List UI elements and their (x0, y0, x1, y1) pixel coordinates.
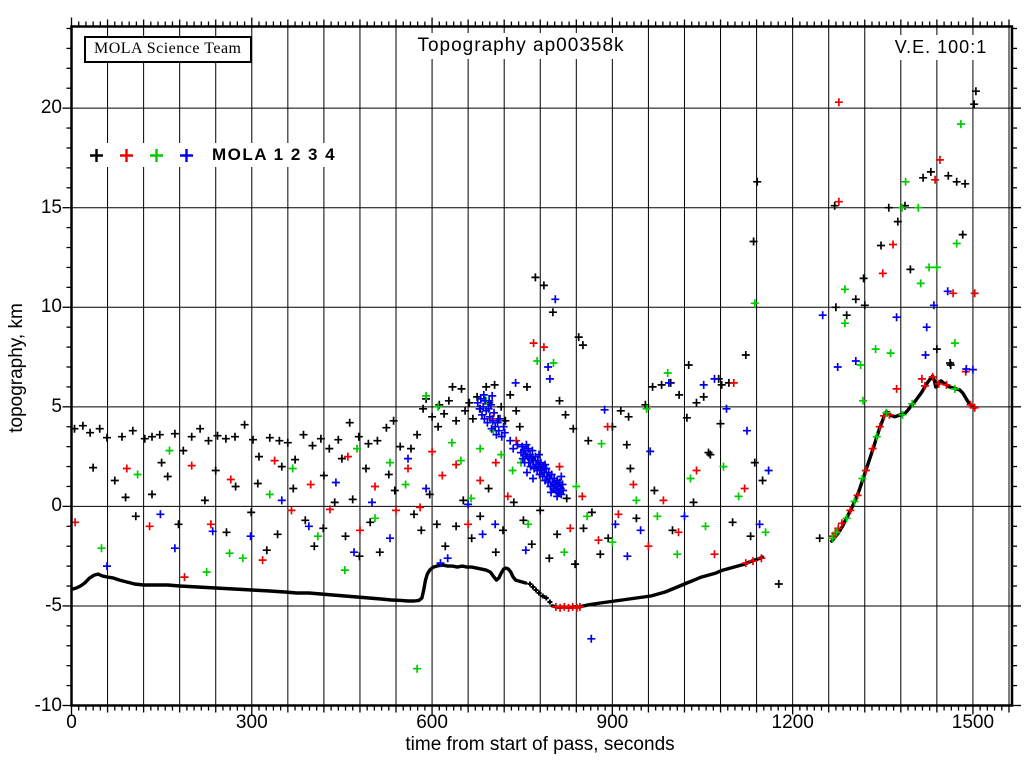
axis-ticks (62, 17, 1021, 715)
legend-label: MOLA 1 2 3 4 (212, 145, 337, 164)
legend-plus-icon (90, 148, 103, 162)
x-tick-label: 300 (235, 711, 268, 733)
y-tick-label: 10 (40, 296, 62, 318)
scatter-points-black (70, 87, 980, 588)
x-tick-label: 900 (596, 711, 629, 733)
legend-plus-icon (120, 148, 133, 162)
y-tick-label: 5 (51, 395, 62, 417)
y-tick-label: 20 (40, 97, 62, 119)
x-tick-label: 600 (416, 711, 448, 733)
y-tick-label: -5 (45, 594, 62, 616)
mola-science-team-box: MOLA Science Team (84, 36, 252, 63)
gridlines (71, 26, 1012, 706)
scatter-points-green (97, 120, 965, 673)
legend-plus-markers (88, 147, 208, 164)
chart-title: Topography ap00358k (407, 33, 635, 59)
x-tick-label: 1500 (951, 711, 995, 733)
x-tick-label: 1200 (771, 711, 814, 733)
y-tick-label: 15 (40, 196, 62, 218)
legend-plus-icon (150, 148, 163, 162)
plot-frame (70, 25, 1014, 707)
legend-plus-icon (180, 148, 193, 162)
track-gap-dots (527, 581, 553, 605)
y-tick-label: -10 (34, 694, 62, 716)
scatter-points-red (71, 98, 979, 612)
x-tick-label: 0 (66, 711, 77, 733)
y-tick-label: 0 (51, 495, 62, 517)
legend: MOLA 1 2 3 4 (86, 143, 343, 167)
scatter-points-blue (103, 287, 977, 643)
x-axis-label: time from start of pass, seconds (405, 734, 675, 755)
vertical-exaggeration-label: V.E. 100:1 (888, 35, 994, 60)
